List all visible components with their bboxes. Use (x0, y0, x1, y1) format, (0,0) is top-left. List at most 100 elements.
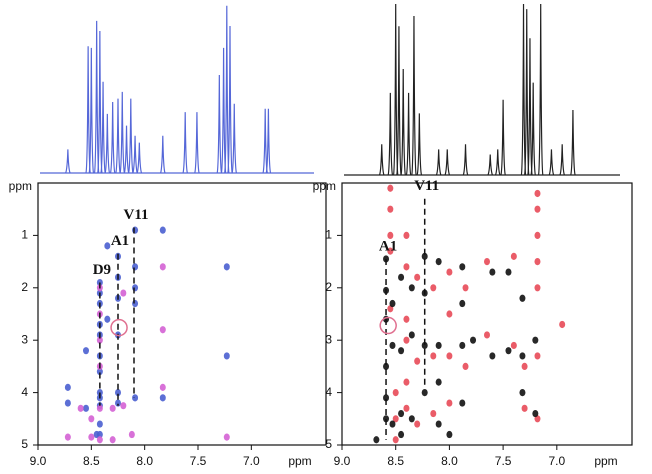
cross-peak (159, 263, 166, 271)
spin-system-label: V11 (414, 178, 439, 194)
spectrum-peak (224, 5, 230, 174)
cross-peak (389, 299, 396, 308)
spin-system-label: A1 (379, 238, 397, 254)
cross-peak (159, 226, 166, 234)
cross-peak (459, 299, 466, 308)
cross-peak (430, 352, 437, 360)
cross-peak (435, 341, 442, 350)
cross-peak (159, 383, 166, 391)
cross-peak (408, 284, 415, 292)
x-tick-label: 7.5 (190, 454, 207, 468)
cross-peak (521, 404, 528, 412)
cross-peak (459, 399, 466, 407)
cross-peak (387, 231, 394, 239)
highlight-circle (110, 318, 128, 337)
cross-peak (109, 436, 116, 444)
y-tick-label: 3 (325, 332, 332, 346)
spectrum-peak (411, 15, 417, 176)
cross-peak (489, 268, 496, 276)
y-tick-label: 5 (325, 437, 332, 451)
spin-system-label: A1 (111, 233, 129, 249)
cross-peak (383, 394, 390, 402)
spectrum-peak (265, 108, 272, 174)
cross-peak (462, 362, 469, 370)
spectrum-peak (160, 135, 166, 174)
cross-peak (96, 368, 103, 376)
x-tick-label: 8.0 (441, 454, 458, 468)
spectrum-peak (487, 154, 493, 176)
cross-peak (398, 273, 405, 281)
spectrum-peak (182, 112, 188, 174)
cross-peak (132, 299, 139, 308)
cross-peak (132, 226, 139, 234)
spectrum-peak (136, 142, 143, 174)
spectrum-peak (194, 112, 200, 174)
cross-peak (519, 389, 526, 397)
x-axis-label: ppm (594, 454, 617, 468)
spectrum-peak (392, 3, 399, 176)
x-axis-label: ppm (288, 454, 311, 468)
cross-peak (128, 430, 135, 439)
cross-peak (96, 436, 103, 444)
x-tick-label: 8.5 (387, 454, 404, 468)
spectrum-peak (227, 25, 233, 174)
cross-peak (88, 415, 95, 423)
cross-peak (64, 433, 71, 441)
cross-peak (104, 315, 111, 323)
spectrum-peak (378, 144, 385, 176)
spectrum-peak (400, 68, 407, 176)
y-tick-label: 3 (21, 332, 28, 346)
cross-peak (387, 205, 394, 213)
cross-peak (392, 436, 399, 444)
panel: 9.0 8.5 8.0 7.5 7.0 1 2 3 4 5 ppm ppm A1 V11 (313, 3, 633, 468)
cross-peak (387, 184, 394, 192)
y-tick-label: 2 (325, 280, 332, 294)
x-tick-label: 9.0 (334, 454, 351, 468)
spectrum-peak (88, 47, 95, 174)
cross-peak (446, 430, 453, 439)
cross-peak (534, 258, 541, 266)
cross-peak (398, 347, 405, 355)
cross-peak (414, 273, 421, 281)
cross-peak (534, 189, 541, 198)
highlight-circle (379, 316, 397, 335)
y-tick-label: 1 (21, 228, 28, 242)
cross-peak (132, 263, 139, 271)
cross-peak (532, 409, 539, 418)
cross-peak (389, 420, 396, 428)
y-tick-label: 1 (325, 228, 332, 242)
cross-peak (223, 433, 230, 441)
spectrum-peak (231, 103, 238, 174)
cross-peak (446, 310, 453, 318)
cross-peak (403, 263, 410, 271)
spectrum-peak (132, 135, 138, 174)
cross-peak (383, 362, 390, 370)
cross-peak (510, 341, 517, 350)
cross-peak (120, 402, 127, 410)
cross-peak (132, 394, 139, 402)
spectrum-peak (520, 3, 527, 176)
cross-peak (421, 252, 428, 260)
spectrum-peak (119, 91, 126, 174)
cross-peak (159, 394, 166, 402)
cross-peak (398, 430, 405, 439)
cross-peak (430, 284, 437, 292)
y-tick-label: 2 (21, 280, 28, 294)
plot-frame (37, 182, 327, 446)
cross-peak (446, 268, 453, 276)
spectrum-peak (387, 92, 394, 176)
cross-peak (104, 242, 111, 250)
cross-peak (83, 347, 89, 355)
spectrum-peak (93, 20, 100, 174)
cross-peak (403, 378, 410, 386)
cross-peak (96, 404, 103, 412)
cross-peak (421, 341, 428, 350)
cross-peak (77, 404, 84, 412)
cross-peak (109, 404, 116, 412)
cross-peak (414, 420, 421, 428)
cross-peak (132, 284, 139, 292)
spectrum-peak (559, 144, 565, 176)
cross-peak (534, 231, 541, 239)
cross-peak (484, 331, 490, 339)
